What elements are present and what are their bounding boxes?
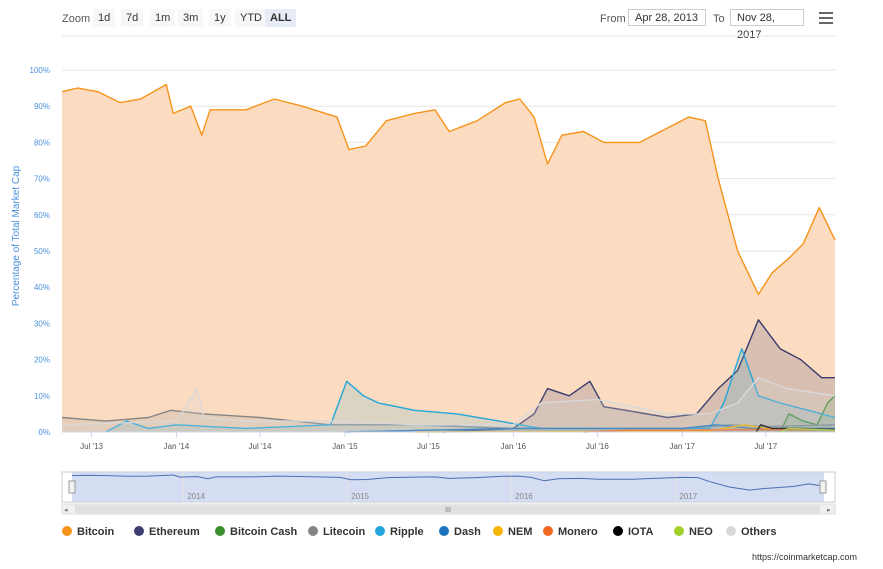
zoom-1m-button[interactable]: 1m xyxy=(150,9,176,27)
zoom-label: Zoom xyxy=(62,13,91,25)
legend-item-bitcoin[interactable]: Bitcoin xyxy=(62,526,114,538)
series-area-bitcoin xyxy=(62,84,835,432)
legend-label: Others xyxy=(741,526,777,538)
series-areas xyxy=(61,83,836,433)
x-tick-label: Jul '14 xyxy=(249,442,272,451)
zoom-1d-button[interactable]: 1d xyxy=(93,9,116,27)
hamburger-menu-icon[interactable] xyxy=(819,12,833,24)
market-cap-chart: 0% 10% 20% 30% 40% 50% 60% 70% 80% 90% 100% Percen… xyxy=(11,35,836,515)
scroll-right-arrow-icon[interactable]: ▸ xyxy=(827,507,831,514)
x-tick-label: Jul '15 xyxy=(417,442,440,451)
legend-label: Bitcoin xyxy=(77,526,115,538)
y-tick-label: 0% xyxy=(38,428,50,437)
legend-dot-icon xyxy=(439,526,449,536)
series-area-litecoin xyxy=(62,410,835,432)
source-credit: https://coinmarketcap.com xyxy=(751,552,857,562)
legend-label: Ethereum xyxy=(149,526,200,538)
legend-dot-icon xyxy=(493,526,503,536)
x-tick-label: Jul '16 xyxy=(586,442,609,451)
legend-item-monero[interactable]: Monero xyxy=(543,526,598,538)
navigator-right-handle[interactable] xyxy=(819,480,827,494)
series-line-bitcoin[interactable] xyxy=(61,83,836,296)
navigator-year-label: 2016 xyxy=(515,492,533,501)
zoom-1y-button[interactable]: 1y xyxy=(209,9,231,27)
chart-toolbar: Zoom 1d 7d 1m 3m 1y YTD ALL From Apr 28,… xyxy=(0,0,883,41)
y-axis-ticks: 0% 10% 20% 30% 40% 50% 60% 70% 80% 90% 100% xyxy=(30,66,50,437)
y-tick-label: 10% xyxy=(34,392,50,401)
x-tick-label: Jul '13 xyxy=(80,442,103,451)
y-tick-label: 20% xyxy=(34,356,50,365)
legend-dot-icon xyxy=(134,526,144,536)
zoom-7d-button[interactable]: 7d xyxy=(121,9,144,27)
to-label: To xyxy=(713,13,725,25)
legend-label: Litecoin xyxy=(323,526,366,538)
legend-item-iota[interactable]: IOTA xyxy=(613,526,653,538)
to-date-input[interactable]: Nov 28, 2017 xyxy=(730,9,804,41)
y-tick-label: 90% xyxy=(34,102,50,111)
legend-label: Ripple xyxy=(390,526,424,538)
legend-label: NEO xyxy=(689,526,713,538)
scrollbar-grip-icon: III xyxy=(445,507,451,514)
series-line-ripple[interactable] xyxy=(105,348,836,433)
zoom-3m-button[interactable]: 3m xyxy=(178,9,204,27)
y-tick-label: 50% xyxy=(34,247,50,256)
y-axis-title: Percentage of Total Market Cap xyxy=(11,165,22,306)
from-date-input[interactable]: Apr 28, 2013 xyxy=(628,9,706,26)
legend-dot-icon xyxy=(62,526,72,536)
navigator[interactable]: 2014 2015 2016 2017 ◂ ▸ III xyxy=(61,471,836,515)
x-tick-label: Jan '15 xyxy=(332,442,358,451)
legend-label: Bitcoin Cash xyxy=(230,526,298,538)
y-tick-label: 70% xyxy=(34,175,50,184)
y-tick-label: 80% xyxy=(34,138,50,147)
y-tick-label: 30% xyxy=(34,319,50,328)
series-area-neo xyxy=(780,428,835,432)
series-line-neo[interactable] xyxy=(779,427,836,433)
x-tick-label: Jan '14 xyxy=(164,442,190,451)
series-line-bitcoin-cash[interactable] xyxy=(779,395,836,433)
legend-label: Dash xyxy=(454,526,481,538)
legend-dot-icon xyxy=(215,526,225,536)
x-tick-label: Jan '17 xyxy=(669,442,695,451)
navigator-left-handle[interactable] xyxy=(68,480,76,494)
legend-dot-icon xyxy=(726,526,736,536)
legend-item-litecoin[interactable]: Litecoin xyxy=(308,526,365,538)
legend-item-bitcoin-cash[interactable]: Bitcoin Cash xyxy=(215,526,297,538)
legend-dot-icon xyxy=(543,526,553,536)
x-axis-ticks: Jul '13 Jan '14 Jul '14 Jan '15 Jul '15 Jan '… xyxy=(62,431,835,451)
x-tick-label: Jan '16 xyxy=(501,442,527,451)
zoom-ytd-button[interactable]: YTD xyxy=(235,9,267,27)
legend-item-ethereum[interactable]: Ethereum xyxy=(134,526,200,538)
y-tick-label: 40% xyxy=(34,283,50,292)
series-area-ripple xyxy=(105,348,836,432)
legend-item-ripple[interactable]: Ripple xyxy=(375,526,424,538)
legend-label: IOTA xyxy=(628,526,654,538)
legend-item-nem[interactable]: NEM xyxy=(493,526,532,538)
legend-label: NEM xyxy=(508,526,533,538)
x-tick-label: Jul '17 xyxy=(754,442,777,451)
series-area-bitcoin-cash xyxy=(780,395,835,432)
y-tick-label: 60% xyxy=(34,211,50,220)
scroll-left-arrow-icon[interactable]: ◂ xyxy=(64,507,68,514)
legend-dot-icon xyxy=(375,526,385,536)
series-line-ethereum[interactable] xyxy=(442,319,835,433)
navigator-year-label: 2015 xyxy=(351,492,369,501)
legend-item-neo[interactable]: NEO xyxy=(674,526,713,538)
legend-dot-icon xyxy=(613,526,623,536)
y-tick-label: 100% xyxy=(30,66,50,75)
series-area-others xyxy=(62,377,835,432)
legend-item-others[interactable]: Others xyxy=(726,526,776,538)
series-line-monero[interactable] xyxy=(583,428,836,433)
navigator-year-label: 2014 xyxy=(187,492,205,501)
navigator-year-label: 2017 xyxy=(679,492,697,501)
legend-dot-icon xyxy=(674,526,684,536)
legend-dot-icon xyxy=(308,526,318,536)
from-label: From xyxy=(600,13,626,25)
zoom-all-button[interactable]: ALL xyxy=(265,9,297,27)
legend-label: Monero xyxy=(558,526,598,538)
series-line-others[interactable] xyxy=(61,377,836,426)
navigator-scrollbar-thumb[interactable] xyxy=(75,505,820,513)
series-area-iota xyxy=(756,424,835,432)
legend-item-dash[interactable]: Dash xyxy=(439,526,481,538)
